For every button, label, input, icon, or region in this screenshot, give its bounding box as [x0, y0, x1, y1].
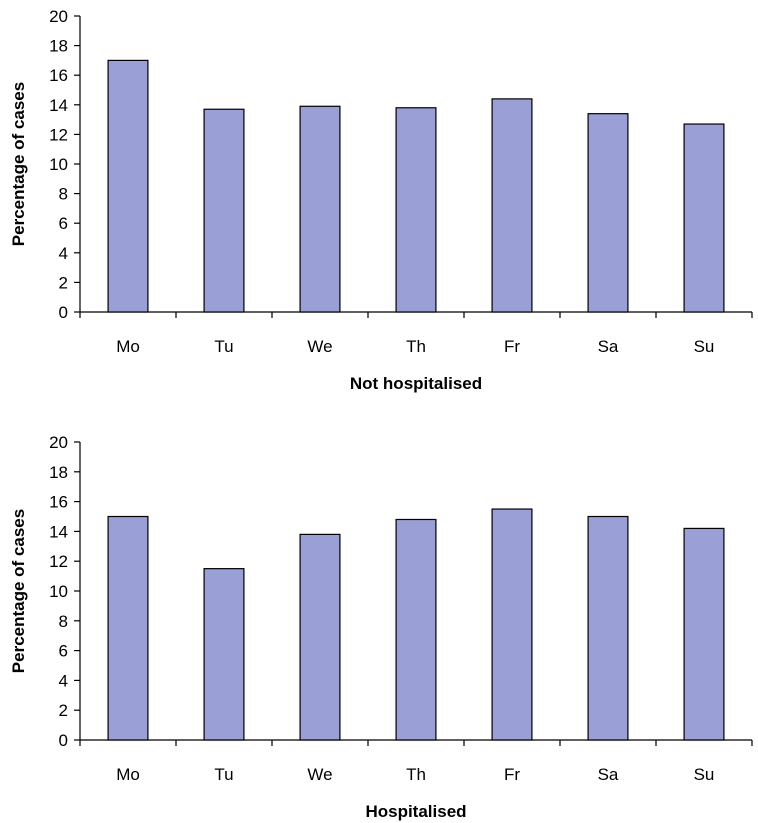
y-tick-label: 4 — [59, 244, 68, 263]
y-tick-label: 18 — [49, 37, 68, 56]
x-tick-label: Th — [406, 337, 426, 356]
x-tick-label: We — [307, 337, 332, 356]
bar-mo — [107, 59, 149, 313]
y-tick-label: 20 — [49, 7, 68, 26]
y-tick-label: 16 — [49, 493, 68, 512]
bar-th — [395, 107, 437, 313]
y-tick-label: 8 — [59, 612, 68, 631]
y-tick-label: 18 — [49, 463, 68, 482]
bar-su — [683, 527, 725, 741]
x-tick-label: Th — [406, 765, 426, 784]
bar-fr — [491, 98, 533, 313]
chart-panel-not-hospitalised: 0 2 4 6 8 10 12 14 16 18 20 Mo Tu We Th Fr Sa Su Not hospi… — [9, 7, 753, 393]
bar-su — [683, 123, 725, 313]
bar-mo — [107, 515, 149, 741]
x-axis-title: Not hospitalised — [350, 374, 482, 393]
x-tick-label: Tu — [214, 765, 233, 784]
y-tick-label: 16 — [49, 66, 68, 85]
y-tick-label: 10 — [49, 155, 68, 174]
y-axis-title: Percentage of cases — [9, 82, 28, 246]
x-tick-label: Sa — [598, 765, 619, 784]
y-tick-label: 6 — [59, 214, 68, 233]
x-tick-label: We — [307, 765, 332, 784]
y-axis-title: Percentage of cases — [9, 509, 28, 673]
y-tick-label: 6 — [59, 642, 68, 661]
x-tick-label: Fr — [504, 765, 520, 784]
y-tick-label: 0 — [59, 303, 68, 322]
bar-we — [299, 533, 341, 741]
y-tick-label: 2 — [59, 701, 68, 720]
y-tick-label: 0 — [59, 731, 68, 750]
chart-panel-hospitalised: 0 2 4 6 8 10 12 14 16 18 20 Mo Tu We Th Fr Sa Su Hospitali… — [9, 433, 753, 821]
y-tick-label: 14 — [49, 522, 68, 541]
y-tick-label: 20 — [49, 433, 68, 452]
y-tick-label: 14 — [49, 96, 68, 115]
bar-sa — [587, 113, 629, 313]
x-tick-label: Tu — [214, 337, 233, 356]
y-tick-label: 10 — [49, 582, 68, 601]
bar-we — [299, 105, 341, 313]
x-tick-label: Mo — [116, 765, 140, 784]
y-tick-label: 4 — [59, 671, 68, 690]
y-tick-label: 2 — [59, 273, 68, 292]
bar-tu — [203, 568, 245, 741]
y-tick-label: 12 — [49, 125, 68, 144]
bar-fr — [491, 508, 533, 741]
y-tick-label: 8 — [59, 185, 68, 204]
x-tick-label: Mo — [116, 337, 140, 356]
bar-th — [395, 518, 437, 741]
bar-sa — [587, 515, 629, 741]
x-axis-title: Hospitalised — [365, 802, 466, 821]
x-tick-label: Sa — [598, 337, 619, 356]
y-tick-label: 12 — [49, 552, 68, 571]
x-tick-label: Su — [694, 337, 715, 356]
x-tick-label: Su — [694, 765, 715, 784]
bar-tu — [203, 108, 245, 313]
x-tick-label: Fr — [504, 337, 520, 356]
